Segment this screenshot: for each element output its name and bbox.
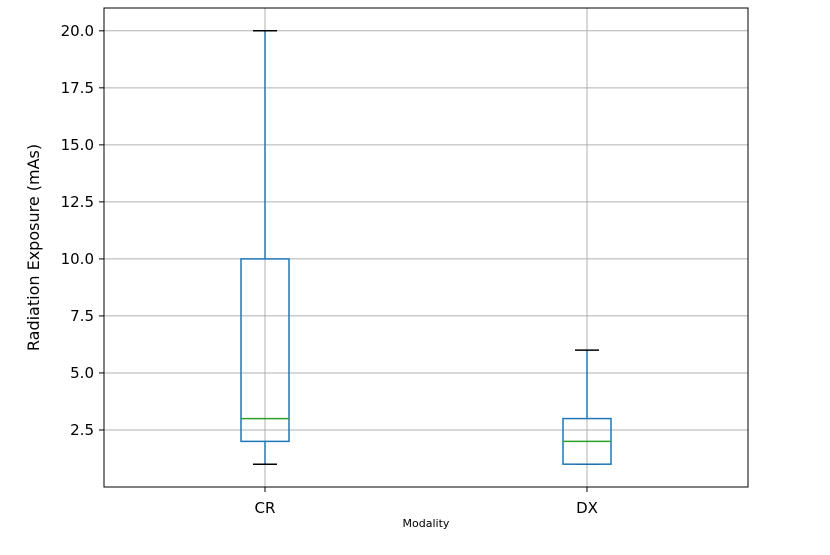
box-cr — [240, 258, 290, 443]
grid-lines — [104, 8, 748, 487]
y-tick-label: 10.0 — [61, 250, 94, 268]
y-tick-label: 2.5 — [70, 421, 94, 439]
x-tick-label: DX — [576, 499, 598, 517]
x-axis-label: Modality — [403, 517, 450, 530]
y-tick-label: 15.0 — [61, 136, 94, 154]
y-tick-label: 7.5 — [70, 307, 94, 325]
y-tick-label: 17.5 — [61, 79, 94, 97]
y-tick-label: 12.5 — [61, 193, 94, 211]
boxes — [240, 30, 612, 465]
x-tick-label: CR — [255, 499, 276, 517]
y-axis-label: Radiation Exposure (mAs) — [24, 144, 43, 351]
plot-frame — [103, 7, 749, 488]
y-tick-label: 5.0 — [70, 364, 94, 382]
y-axis-ticks: 2.5 5.0 7.5 10.0 12.5 15.0 17.5 20.0 — [61, 22, 104, 439]
y-tick-label: 20.0 — [61, 22, 94, 40]
x-axis-ticks: CR DX — [255, 487, 598, 517]
